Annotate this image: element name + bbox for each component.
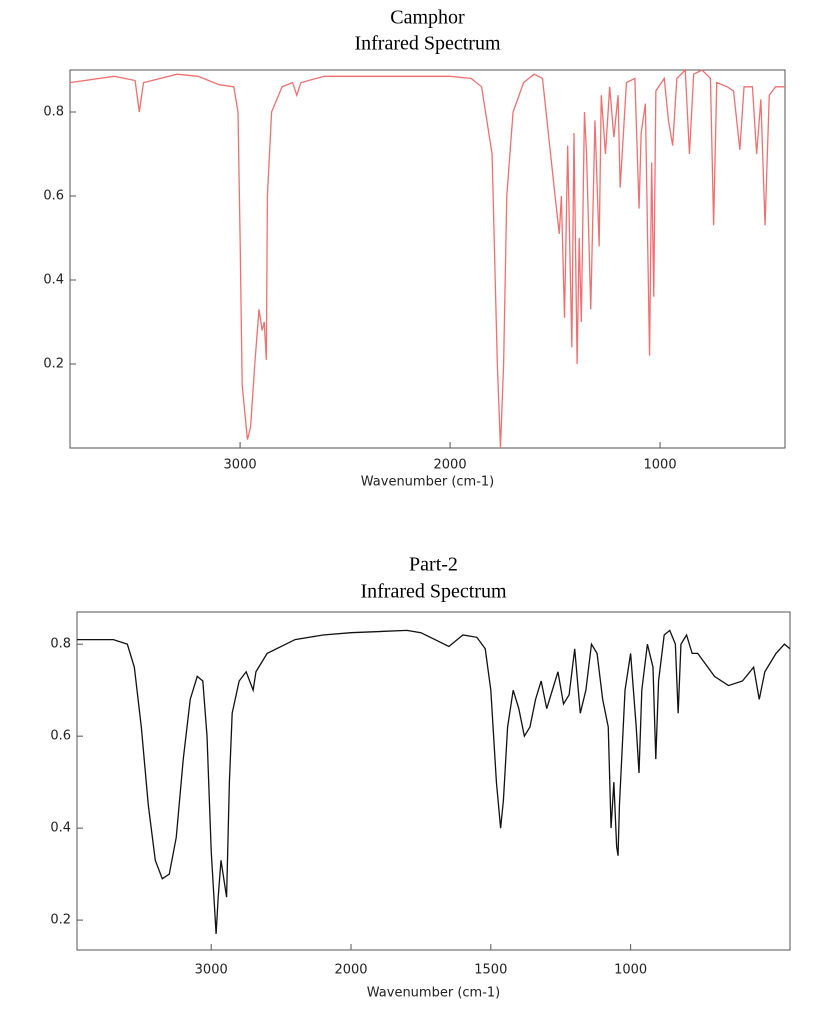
chart-subtitle: Infrared Spectrum bbox=[354, 33, 500, 55]
x-tick-label: 2000 bbox=[334, 963, 367, 978]
x-tick-label: 3000 bbox=[195, 963, 228, 978]
x-axis-label: Wavenumber (cm-1) bbox=[361, 475, 494, 490]
x-tick-label: 3000 bbox=[224, 458, 257, 473]
chart-title: Part-2 bbox=[409, 554, 458, 576]
y-tick-label: 0.8 bbox=[43, 105, 64, 120]
y-tick-label: 0.4 bbox=[50, 821, 71, 836]
x-axis-label: Wavenumber (cm-1) bbox=[367, 986, 500, 1001]
x-tick-label: 1000 bbox=[644, 458, 677, 473]
plot-frame bbox=[76, 611, 791, 951]
y-tick-label: 0.6 bbox=[50, 729, 71, 744]
y-tick-label: 0.6 bbox=[43, 189, 64, 204]
y-tick-label: 0.2 bbox=[50, 913, 71, 928]
y-tick-label: 0.2 bbox=[43, 357, 64, 372]
y-tick-label: 0.4 bbox=[43, 273, 64, 288]
x-tick-label: 1500 bbox=[474, 963, 507, 978]
chart-title: Camphor bbox=[390, 7, 465, 29]
spectrum-line bbox=[69, 68, 785, 449]
x-tick-label: 1000 bbox=[614, 963, 647, 978]
spectrum-line bbox=[77, 629, 791, 934]
chart-subtitle: Infrared Spectrum bbox=[360, 581, 506, 603]
y-tick-label: 0.8 bbox=[50, 637, 71, 652]
plot-frame bbox=[69, 69, 786, 449]
x-tick-label: 2000 bbox=[434, 458, 467, 473]
